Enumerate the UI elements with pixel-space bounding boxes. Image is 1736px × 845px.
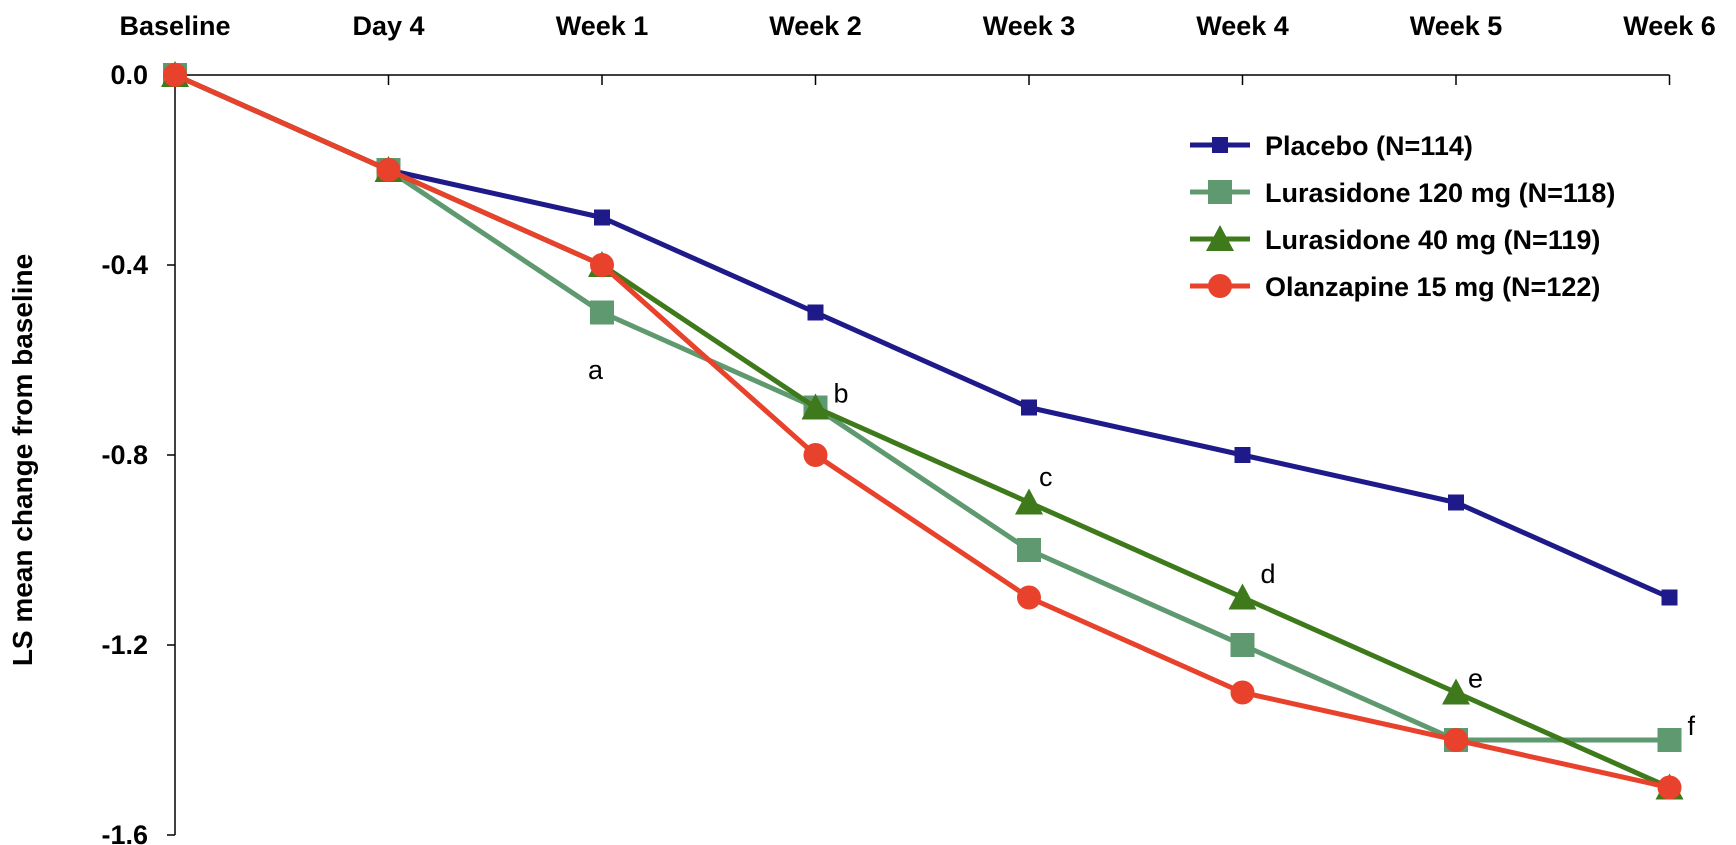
annotation-label: f (1688, 711, 1696, 741)
data-point (163, 63, 187, 87)
data-point (590, 253, 614, 277)
annotation-label: e (1468, 663, 1483, 693)
x-tick-label: Week 2 (769, 11, 862, 41)
legend-item: Lurasidone 40 mg (N=119) (1190, 225, 1600, 255)
x-tick-label: Baseline (119, 11, 230, 41)
legend-marker (1208, 180, 1232, 204)
data-point (1657, 728, 1682, 752)
legend-label: Lurasidone 120 mg (N=118) (1265, 178, 1615, 208)
data-point (1448, 494, 1464, 511)
legend-label: Olanzapine 15 mg (N=122) (1265, 272, 1600, 302)
data-point (1444, 728, 1468, 752)
legend-label: Placebo (N=114) (1265, 131, 1473, 161)
legend-label: Lurasidone 40 mg (N=119) (1265, 225, 1600, 255)
series-3 (163, 63, 1682, 800)
y-axis-ticks: 0.0 -0.4 -0.8 -1.2 -1.6 (101, 60, 175, 845)
data-point (1015, 488, 1043, 515)
series-lines (161, 61, 1684, 800)
data-point (803, 443, 828, 467)
x-tick-label: Week 1 (556, 11, 649, 41)
y-tick-label: -1.2 (101, 630, 148, 660)
data-point (1230, 633, 1255, 657)
data-point (807, 304, 824, 321)
data-point (1234, 447, 1251, 463)
data-point (1657, 775, 1682, 800)
y-tick-label: -0.8 (101, 440, 148, 470)
data-point (1228, 583, 1257, 610)
data-point (594, 209, 610, 226)
y-tick-label: -0.4 (101, 250, 148, 280)
y-axis-label: LS mean change from baseline (7, 254, 38, 666)
series-line (173, 72, 1671, 790)
y-tick-label: 0.0 (110, 60, 148, 90)
series-line (173, 72, 1670, 743)
x-tick-label: Week 5 (1410, 11, 1503, 41)
legend-marker (1212, 137, 1228, 153)
data-point (1661, 589, 1678, 606)
data-point (1017, 538, 1041, 562)
annotation-label: d (1261, 559, 1276, 589)
x-axis-ticks: Baseline Day 4 Week 1 Week 2 Week 3 Week 4 Wee… (119, 11, 1716, 85)
data-point (376, 158, 401, 182)
x-tick-label: Week 4 (1196, 11, 1289, 41)
data-point (1230, 680, 1255, 705)
legend-item: Lurasidone 120 mg (N=118) (1190, 178, 1615, 208)
annotation-label: c (1039, 462, 1053, 492)
legend-item: Placebo (N=114) (1190, 131, 1473, 161)
data-point (801, 393, 830, 420)
annotation-label: b (834, 378, 849, 408)
data-point (1442, 678, 1470, 705)
legend-item: Olanzapine 15 mg (N=122) (1190, 272, 1600, 302)
data-point (590, 300, 614, 325)
significance-annotations: a b c d e f (588, 355, 1696, 741)
data-point (1021, 399, 1037, 416)
y-tick-label: -1.6 (101, 820, 148, 845)
series-line (173, 72, 1671, 600)
legend-marker (1208, 274, 1232, 298)
x-tick-label: Week 6 (1623, 11, 1716, 41)
annotation-label: a (588, 355, 604, 385)
legend: Placebo (N=114) Lurasidone 120 mg (N=118)… (1190, 131, 1615, 302)
data-point (1017, 585, 1041, 610)
legend-marker (1206, 225, 1234, 251)
x-tick-label: Week 3 (983, 11, 1076, 41)
x-tick-label: Day 4 (352, 11, 424, 41)
